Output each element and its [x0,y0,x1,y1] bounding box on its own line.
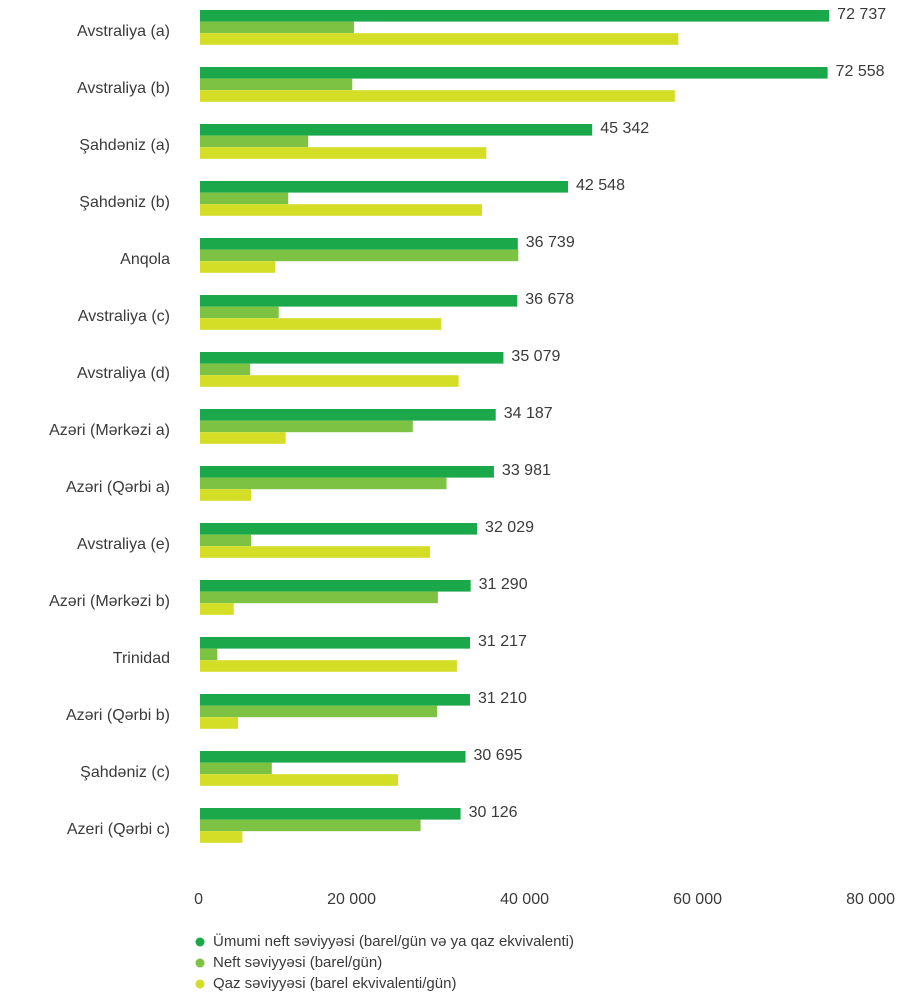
bar [200,181,569,193]
category-label: Avstraliya (e) [77,536,170,553]
bar [200,363,251,376]
bar [200,489,252,501]
bar [200,819,421,832]
value-label: 72 737 [837,6,886,23]
category-label: Şahdəniz (a) [79,137,170,154]
value-label: 31 290 [479,576,528,593]
bar [200,580,471,592]
bar [200,135,309,148]
value-label: 72 558 [836,63,885,80]
x-tick-label: 20 000 [327,891,376,908]
value-label: 30 695 [474,747,523,764]
category-label: Avstraliya (c) [78,308,170,325]
category-label: Azəri (Mərkəzi b) [49,593,170,610]
bar [200,261,276,273]
x-tick-label: 60 000 [673,891,722,908]
bar [200,33,679,45]
value-label: 36 678 [525,291,574,308]
legend-marker [195,958,205,968]
value-label: 30 126 [469,804,518,821]
value-label: 36 739 [526,234,575,251]
bar [200,762,272,775]
category-label: Azəri (Mərkəzi a) [49,422,170,439]
bar [200,147,487,159]
legend-label: Ümumi neft səviyyəsi (barel/gün və ya qa… [213,932,574,950]
bar [200,375,459,387]
category-label: Şahdəniz (c) [80,764,170,781]
bar [200,751,466,763]
bar [200,318,442,330]
category-label: Avstraliya (b) [77,80,170,97]
bar [200,717,239,729]
value-label: 45 342 [600,120,649,137]
bar [200,705,438,718]
bar [200,352,504,364]
bar [200,603,234,615]
bar [200,591,438,604]
value-label: 34 187 [504,405,553,422]
value-label: 35 079 [511,348,560,365]
legend-marker [195,979,205,989]
bar [200,466,494,478]
value-label: 31 210 [478,690,527,707]
category-label: Azeri (Qərbi c) [67,821,170,838]
bar [200,637,471,649]
value-label: 33 981 [502,462,551,479]
x-tick-label: 80 000 [846,891,895,908]
value-label: 42 548 [576,177,625,194]
bar [200,21,354,34]
bar [200,694,470,706]
bar [200,204,482,216]
bar [200,420,413,433]
value-label: 32 029 [485,519,534,536]
bar [200,648,218,661]
bar [200,249,519,262]
bar [200,238,518,250]
category-label: Avstraliya (a) [77,23,170,40]
category-label: Avstraliya (d) [77,365,170,382]
bar [200,534,252,547]
bar [200,409,496,421]
bar [200,192,289,205]
bar [200,78,353,91]
bar [200,831,243,843]
category-label: Şahdəniz (b) [79,194,170,211]
bar [200,67,828,79]
bar [200,306,279,319]
bar [200,523,478,535]
value-label: 31 217 [478,633,527,650]
legend-label: Qaz səviyyəsi (barel ekvivalenti/gün) [213,975,456,992]
legend-marker [195,937,205,947]
bar [200,660,457,672]
bar [200,808,461,820]
bar [200,90,675,102]
bar [200,10,830,22]
category-label: Azəri (Qərbi a) [66,479,170,496]
legend-label: Neft səviyyəsi (barel/gün) [213,954,382,971]
bar [200,295,518,307]
category-label: Azəri (Qərbi b) [66,707,170,724]
category-label: Trinidad [113,650,170,667]
x-tick-label: 0 [194,891,203,908]
category-label: Anqola [120,251,170,268]
x-tick-label: 40 000 [500,891,549,908]
bar [200,477,447,490]
bar [200,124,593,136]
bar [200,774,399,786]
bar [200,432,286,444]
bar [200,546,431,558]
